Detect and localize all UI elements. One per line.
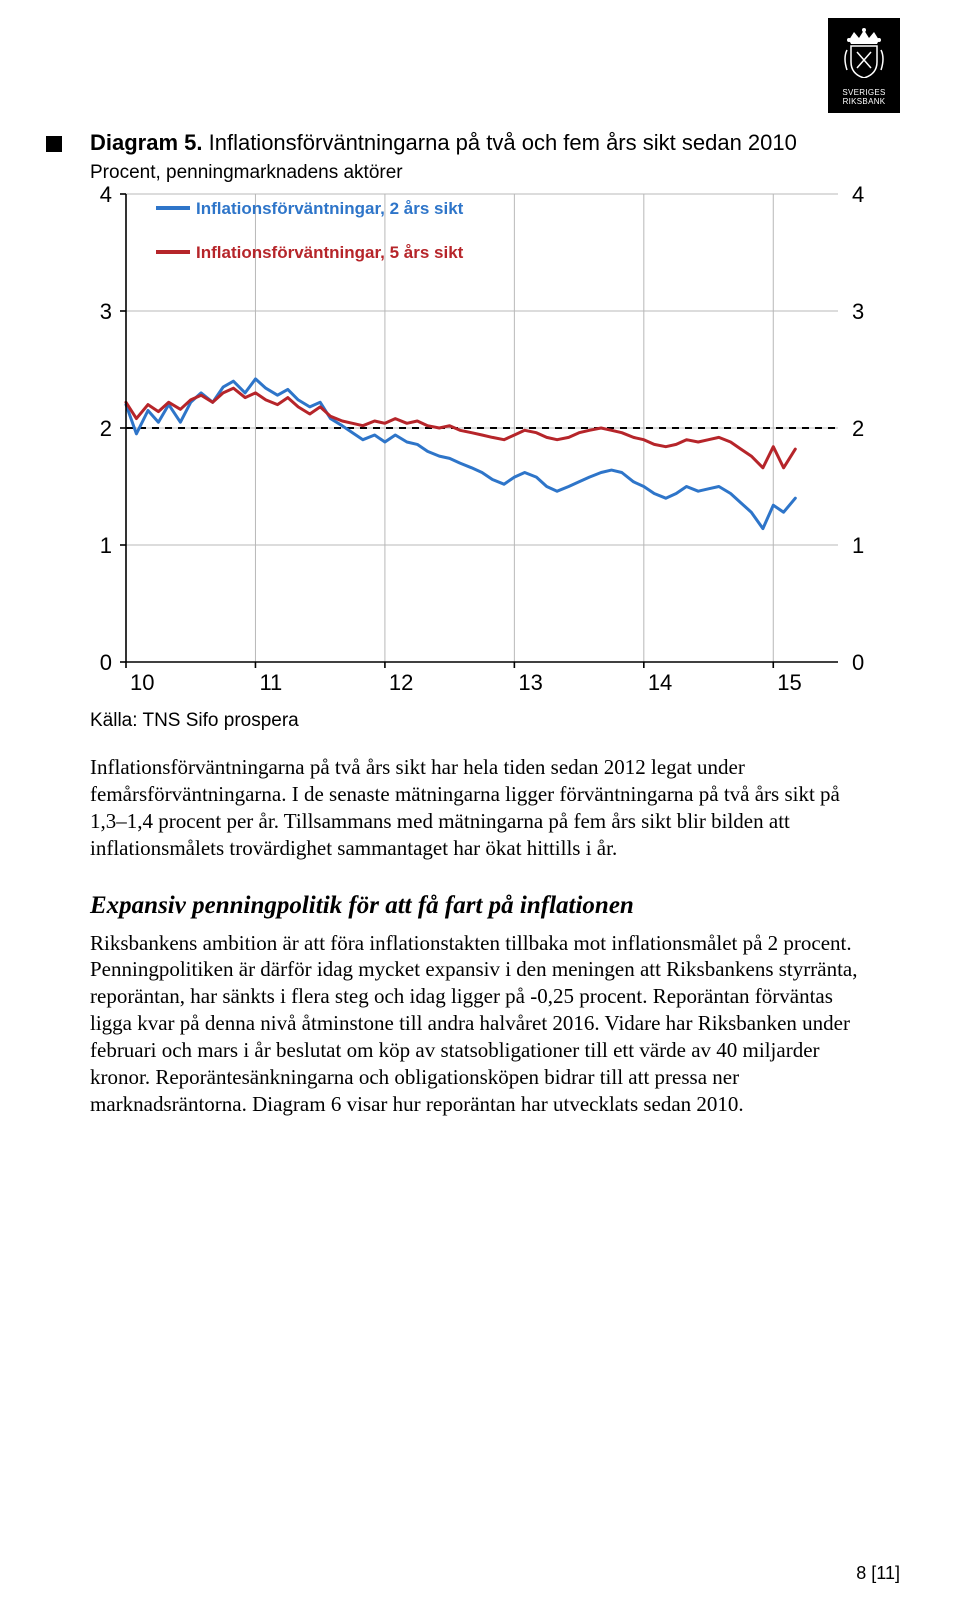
svg-text:4: 4 (852, 186, 864, 207)
svg-text:0: 0 (852, 650, 864, 675)
diagram-heading: Diagram 5. Inflationsförväntningarna på … (90, 130, 870, 156)
svg-text:1: 1 (100, 533, 112, 558)
paragraph-1: Inflationsförväntningarna på två års sik… (90, 754, 870, 862)
svg-text:Inflationsförväntningar, 2 års: Inflationsförväntningar, 2 års sikt (196, 199, 464, 218)
svg-text:3: 3 (852, 299, 864, 324)
svg-text:0: 0 (100, 650, 112, 675)
svg-text:12: 12 (389, 670, 413, 695)
section-heading: Expansiv penningpolitik för att få fart … (90, 892, 870, 920)
bullet-square-icon (46, 136, 62, 152)
diagram-title: Inflationsförväntningarna på två och fem… (203, 130, 797, 155)
svg-text:15: 15 (777, 670, 801, 695)
svg-text:2: 2 (852, 416, 864, 441)
page-content: Diagram 5. Inflationsförväntningarna på … (90, 130, 870, 1118)
logo-text: SVERIGESRIKSBANK (842, 89, 885, 107)
diagram-label: Diagram 5. (90, 130, 203, 155)
inflation-expectations-chart: 0011223344101112131415Inflationsförväntn… (90, 186, 870, 716)
svg-text:13: 13 (518, 670, 542, 695)
svg-text:14: 14 (648, 670, 672, 695)
paragraph-2: Riksbankens ambition är att föra inflati… (90, 930, 870, 1118)
svg-text:2: 2 (100, 416, 112, 441)
page-number: 8 [11] (856, 1563, 900, 1584)
svg-text:10: 10 (130, 670, 154, 695)
svg-text:11: 11 (259, 670, 282, 695)
svg-text:3: 3 (100, 299, 112, 324)
svg-text:4: 4 (100, 186, 112, 207)
crown-crest-icon (839, 26, 889, 78)
diagram-subtitle: Procent, penningmarknadens aktörer (90, 162, 870, 184)
svg-text:Inflationsförväntningar, 5 års: Inflationsförväntningar, 5 års sikt (196, 243, 464, 262)
riksbank-logo: SVERIGESRIKSBANK (828, 18, 900, 113)
svg-text:1: 1 (852, 533, 864, 558)
